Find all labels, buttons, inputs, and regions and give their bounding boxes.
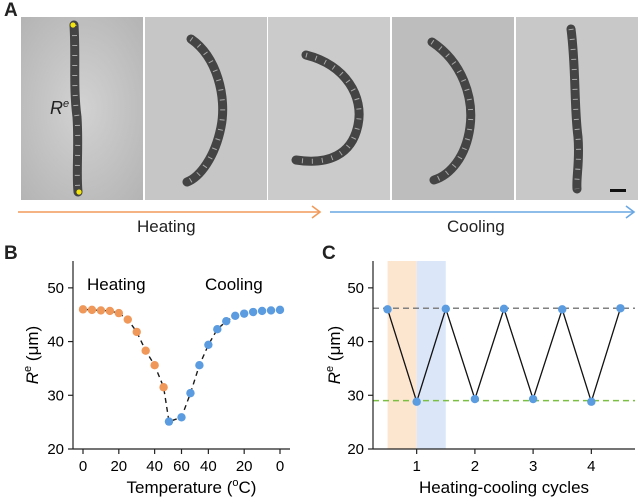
- y-axis-label: Re (μm): [22, 326, 42, 384]
- heating-data-point: [132, 327, 141, 337]
- x-tick-label: 40: [146, 458, 163, 475]
- process-arrows: [18, 205, 636, 219]
- heating-data-point: [123, 315, 132, 324]
- cooling-data-point: [275, 305, 285, 315]
- heating-data-point: [150, 361, 159, 370]
- y-tick-label: 40: [347, 334, 364, 351]
- y-axis-label: Re (μm): [324, 326, 344, 384]
- cycle-data-point: [499, 304, 509, 314]
- x-tick-label: 4: [587, 458, 595, 475]
- y-tick-label: 50: [347, 280, 364, 297]
- x-tick-label: 2: [471, 458, 479, 475]
- y-tick-label: 20: [47, 441, 64, 458]
- cycle-data-point: [587, 397, 596, 406]
- heating-data-point: [114, 308, 124, 318]
- x-tick-label: 1: [412, 458, 420, 475]
- heating-data-point: [105, 306, 115, 316]
- x-axis-label: Heating-cooling cycles: [419, 478, 589, 497]
- x-tick-label: 20: [110, 458, 127, 475]
- micrograph-2: [145, 17, 267, 200]
- heating-data-point: [141, 346, 150, 355]
- cooling-data-point: [213, 325, 222, 334]
- x-tick-label: 60: [173, 458, 190, 475]
- cooling-data-point: [177, 413, 186, 422]
- cycle-data-point: [558, 305, 567, 314]
- cooling-data-point: [186, 388, 195, 398]
- micrograph-5: [516, 17, 638, 200]
- cooling-data-point: [164, 417, 174, 426]
- micrograph-1: [21, 17, 143, 200]
- cooling-data-point: [222, 316, 231, 326]
- cycle-data-point: [616, 304, 625, 313]
- heating-data-point: [78, 305, 88, 314]
- cooling-data-point: [257, 306, 267, 316]
- x-tick-label: 0: [276, 458, 284, 475]
- x-axis-label: Temperature (oC): [127, 477, 257, 497]
- x-tick-label: 40: [200, 458, 217, 475]
- y-tick-label: 30: [347, 387, 364, 404]
- micrograph-4: [392, 17, 514, 200]
- chart-temperature-re: 20 30 40 50 0 20 40 60 40 20 0 Heating Cooling Re (μm…: [22, 261, 290, 497]
- heating-label: Heating: [137, 217, 196, 236]
- annotation-cooling: Cooling: [205, 275, 263, 294]
- y-tick-label: 40: [47, 334, 64, 351]
- cooling-data-point: [239, 309, 249, 318]
- cycle-data-point: [441, 304, 450, 314]
- x-tick-label: 0: [79, 458, 87, 475]
- heating-data-point: [159, 383, 168, 392]
- cooling-data-point: [231, 311, 240, 320]
- cycle-data-point: [412, 397, 421, 406]
- y-tick-label: 20: [347, 441, 364, 458]
- cooling-data-point: [266, 306, 276, 315]
- cooling-data-point: [204, 340, 213, 349]
- x-tick-label: 20: [236, 458, 253, 475]
- y-tick-label: 30: [47, 387, 64, 404]
- panel-letter-c: C: [322, 243, 336, 264]
- x-tick-label: 3: [529, 458, 537, 475]
- micrograph-3: [268, 17, 390, 200]
- heating-data-point: [96, 306, 106, 315]
- fit-curve: [82, 308, 281, 423]
- annotation-heating: Heating: [87, 275, 146, 294]
- panel-letter-b: B: [4, 243, 18, 264]
- cycle-data-point: [383, 305, 392, 314]
- r-symbol-label: Re: [50, 98, 70, 118]
- cooling-data-point: [248, 307, 258, 317]
- cycle-data-point: [528, 394, 538, 404]
- y-tick-label: 50: [47, 280, 64, 297]
- chart-cycles-re: 20 30 40 50 1 2 3 4 Re (μm) Heating-cooling cycle…: [324, 261, 635, 497]
- cycle-data-point: [470, 394, 480, 404]
- cooling-data-point: [195, 361, 204, 370]
- panel-letter-a: A: [4, 0, 18, 21]
- cooling-label: Cooling: [447, 217, 505, 236]
- heating-data-point: [87, 305, 97, 315]
